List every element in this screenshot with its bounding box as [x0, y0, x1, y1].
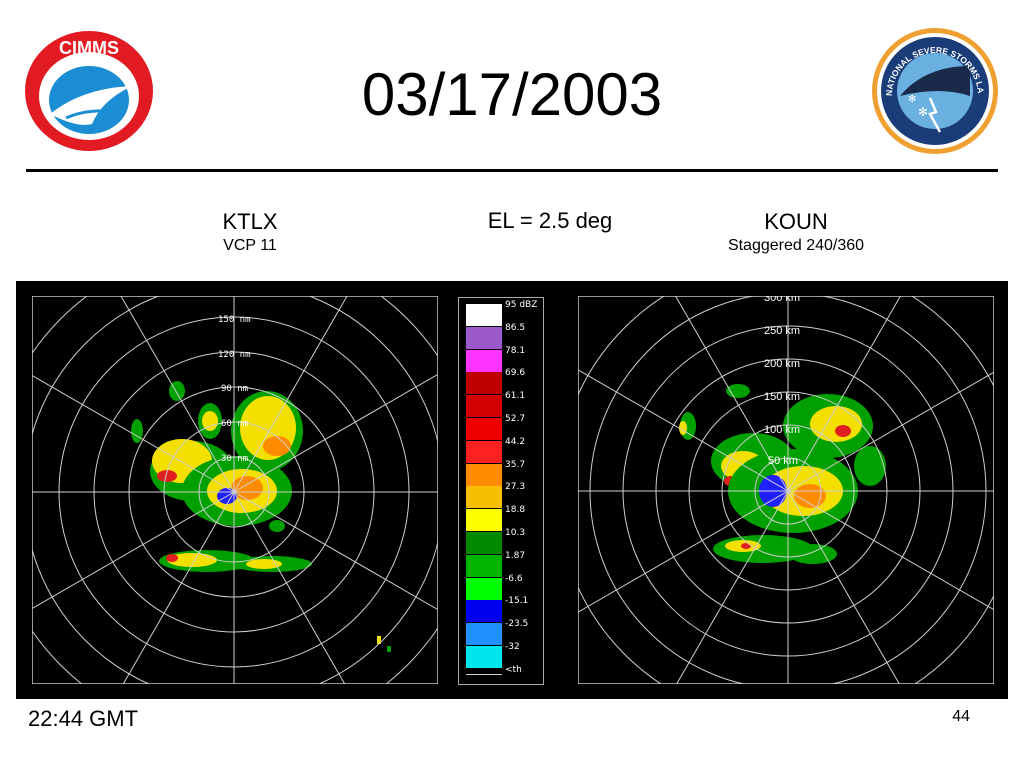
scale-label: -32: [505, 642, 520, 652]
scale-label: -15.1: [505, 596, 529, 607]
scale-label: -6.6: [505, 573, 523, 584]
scale-swatch: [466, 623, 502, 646]
ktlx-range-label-120: 120 nm: [218, 350, 251, 360]
left-site-mode: VCP 11: [223, 237, 277, 254]
scale-swatch: [466, 509, 502, 532]
koun-range-label-200: 200 km: [764, 358, 800, 370]
scale-swatch: [466, 463, 502, 486]
scale-swatch: [466, 600, 502, 623]
scale-label: 18.8: [505, 505, 526, 516]
ktlx-azimuth-spokes: [32, 296, 438, 684]
cimms-logo-text: CIMMS: [59, 38, 119, 58]
scale-label: <th: [505, 664, 522, 675]
scale-label: -23.5: [505, 619, 529, 630]
scale-swatch: [466, 440, 502, 463]
scale-swatch: [466, 304, 502, 326]
koun-radar-display: 300 km 250 km 200 km 150 km 100 km 50 km: [578, 296, 994, 684]
scale-swatch: [466, 372, 502, 395]
ktlx-range-label-60: 60 nm: [221, 419, 248, 429]
scale-swatch: [466, 486, 502, 509]
koun-range-label-50: 50 km: [768, 455, 798, 467]
scale-swatch: [466, 395, 502, 418]
left-site-header: KTLX VCP 11: [150, 209, 350, 255]
scale-swatch: [466, 349, 502, 372]
right-site-name: KOUN: [764, 209, 828, 234]
koun-range-label-150: 150 km: [764, 391, 800, 403]
cimms-logo: CIMMS: [25, 31, 153, 151]
scale-swatch: [466, 532, 502, 554]
scale-label: 1.87: [505, 550, 526, 561]
ktlx-range-label-30: 30 nm: [221, 454, 248, 464]
scale-label: 52.7: [505, 414, 526, 424]
slide-number: 44: [952, 708, 970, 725]
scale-label: 78.1: [505, 345, 526, 356]
scale-threshold-line: [466, 673, 502, 675]
radar-panel: 150 nm 120 nm 90 nm 60 nm 30 nm 95 dBZ 86…: [16, 281, 1008, 699]
scale-swatch: [466, 577, 502, 600]
scale-label: 27.3: [505, 482, 526, 493]
scale-label: 61.1: [505, 391, 526, 402]
title-divider: [26, 169, 998, 172]
scale-label: 10.3: [505, 528, 526, 538]
scale-swatch: [466, 326, 502, 349]
svg-text:✻: ✻: [918, 105, 928, 119]
koun-range-label-100: 100 km: [764, 424, 800, 436]
left-site-name: KTLX: [222, 209, 278, 234]
elevation-label: EL = 2.5 deg: [487, 208, 613, 233]
ktlx-echoes: [131, 381, 391, 652]
ktlx-range-label-90: 90 nm: [221, 384, 248, 394]
reflectivity-color-scale: 95 dBZ 86.5 78.1 69.6 61.1 52.7 44.2 35.7 27.3 18…: [458, 297, 544, 685]
koun-range-label-300: 300 km: [764, 296, 800, 304]
slide-title: 03/17/2003: [361, 61, 663, 128]
right-site-header: KOUN Staggered 240/360: [676, 209, 916, 255]
koun-echoes: [679, 384, 886, 564]
scale-label: 35.7: [505, 459, 526, 470]
scale-swatch: [466, 646, 502, 668]
ktlx-range-label-150: 150 nm: [218, 315, 251, 325]
footer-time: 22:44 GMT: [28, 706, 139, 731]
scale-swatch: [466, 554, 502, 577]
nssl-logo: ✻ ✻ NATIONAL SEVERE STORMS LABORATORY: [870, 26, 998, 154]
svg-text:✻: ✻: [908, 94, 916, 105]
koun-range-label-250: 250 km: [764, 325, 800, 337]
scale-label: 86.5: [505, 322, 526, 333]
right-site-mode: Staggered 240/360: [727, 237, 865, 254]
scale-swatch: [466, 418, 502, 440]
scale-label: 69.6: [505, 368, 526, 379]
scale-label: 44.2: [505, 436, 526, 447]
scale-label: 95 dBZ: [505, 300, 538, 310]
koun-azimuth-spokes: [578, 296, 994, 684]
ktlx-radar-display: 150 nm 120 nm 90 nm 60 nm 30 nm: [32, 296, 438, 684]
